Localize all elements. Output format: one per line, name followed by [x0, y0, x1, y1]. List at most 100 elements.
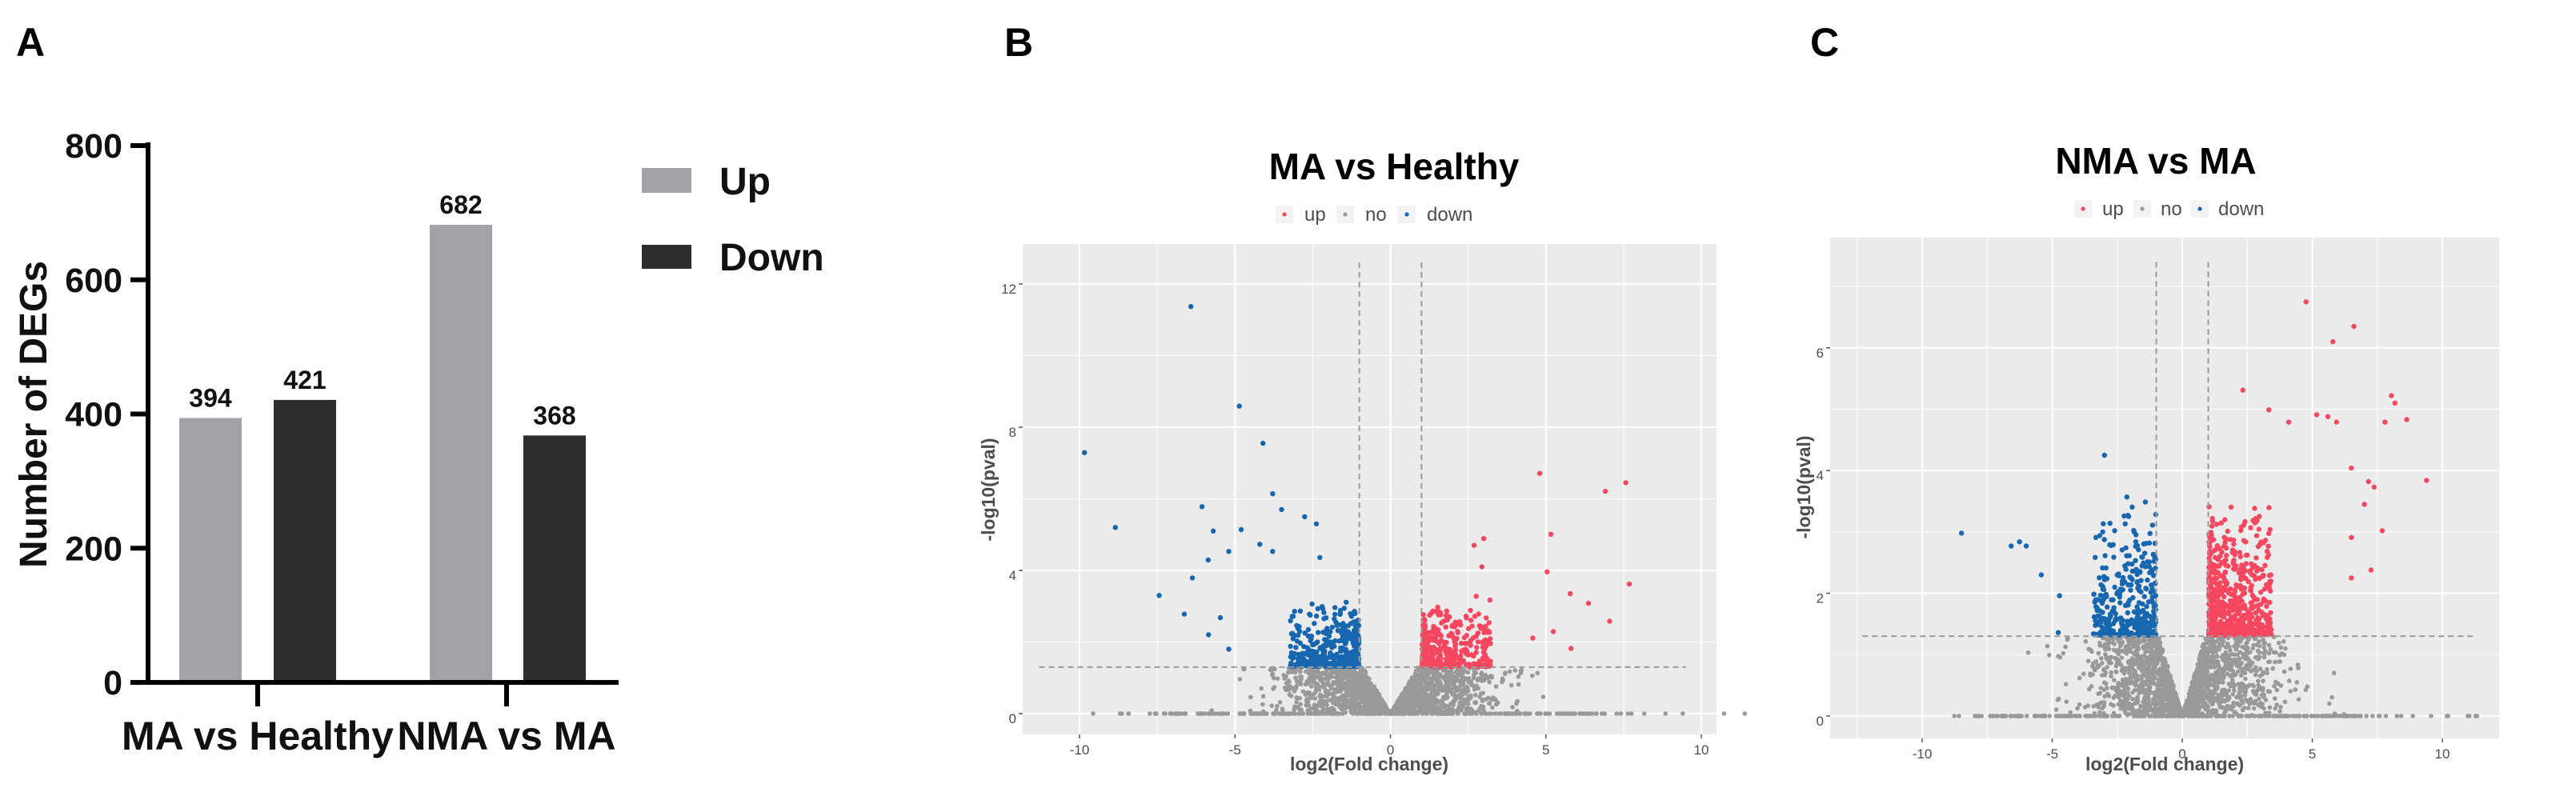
legend: up no down — [2074, 198, 2264, 220]
point-no — [2261, 670, 2266, 675]
point-no — [1307, 670, 1312, 676]
point-no — [1336, 711, 1342, 716]
point-down — [1314, 660, 1320, 666]
point-no — [2198, 704, 2203, 710]
point-no — [1360, 697, 1364, 702]
point-no — [2142, 666, 2148, 671]
point-no — [2125, 712, 2129, 718]
point-no — [2232, 643, 2237, 649]
point-no — [2151, 668, 2156, 674]
point-no — [2156, 709, 2161, 714]
legend-label-no: no — [1365, 204, 1387, 226]
point-no — [2296, 697, 2302, 702]
point-no — [1342, 669, 1347, 674]
point-no — [1309, 695, 1314, 701]
point-no — [1285, 711, 1291, 716]
point-no — [1476, 708, 1481, 713]
point-no — [1424, 711, 1428, 716]
point-no — [1306, 703, 1312, 708]
point-no — [2193, 669, 2199, 674]
point-no — [1663, 711, 1668, 716]
point-no — [2230, 678, 2235, 683]
point-no — [2225, 641, 2230, 646]
point-down — [1353, 644, 1359, 650]
point-no — [1475, 678, 1480, 683]
point-no — [2120, 640, 2125, 645]
point-no — [1148, 711, 1152, 716]
point-down — [1257, 542, 1263, 547]
point-no — [2242, 692, 2248, 698]
point-down — [1292, 609, 1297, 614]
point-up — [1483, 623, 1488, 630]
point-no — [1492, 711, 1497, 716]
point-no — [1402, 711, 1408, 716]
point-down — [1205, 557, 1212, 563]
point-no — [2214, 654, 2220, 659]
point-down — [1352, 610, 1358, 617]
point-no — [2219, 638, 2225, 643]
point-no — [2157, 688, 2161, 693]
point-no — [2133, 658, 2137, 662]
point-no — [2394, 714, 2399, 718]
point-no — [1681, 711, 1685, 716]
plot-title: NMA vs MA — [2055, 140, 2256, 182]
point-down — [1312, 621, 1317, 626]
plot-title: MA vs Healthy — [1269, 146, 1520, 187]
point-no — [1535, 670, 1540, 676]
point-down — [1226, 646, 1232, 652]
point-no — [1472, 693, 1478, 698]
point-no — [2129, 662, 2134, 667]
point-down — [1188, 304, 1194, 310]
point-up — [1585, 601, 1592, 606]
point-no — [1308, 684, 1314, 689]
point-no — [2288, 689, 2294, 694]
point-down — [1302, 514, 1308, 520]
point-up — [1481, 630, 1487, 635]
point-no — [2190, 699, 2195, 704]
point-no — [1304, 690, 1310, 695]
point-no — [2201, 696, 2206, 702]
point-up — [1485, 638, 1491, 645]
point-down — [1156, 593, 1162, 598]
point-no — [2276, 640, 2282, 646]
point-no — [1602, 711, 1607, 716]
y-tick-label: 600 — [65, 262, 122, 300]
point-up — [1423, 662, 1428, 667]
point-up — [1623, 480, 1629, 486]
point-no — [1462, 711, 1467, 716]
point-down — [1308, 612, 1313, 618]
point-no — [1309, 676, 1315, 681]
point-no — [1564, 711, 1570, 716]
point-up — [1480, 644, 1486, 650]
point-no — [2045, 643, 2050, 649]
legend-label-down: down — [1427, 204, 1472, 226]
point-no — [1392, 703, 1398, 709]
point-down — [1342, 633, 1348, 639]
x-axis-label: log2(Fold change) — [1290, 754, 1448, 774]
point-no — [1260, 702, 1265, 707]
point-no — [1322, 685, 1327, 690]
point-no — [2113, 670, 2119, 674]
point-no — [2147, 657, 2152, 662]
point-no — [2068, 714, 2073, 718]
point-no — [2282, 669, 2287, 674]
point-no — [1368, 691, 1372, 697]
point-no — [1507, 669, 1512, 674]
point-no — [2088, 671, 2093, 676]
point-up — [1607, 618, 1613, 624]
point-no — [2238, 673, 2244, 678]
legend-dot-no — [1343, 212, 1348, 217]
point-up — [1443, 624, 1448, 630]
point-no — [2085, 703, 2090, 708]
point-no — [1519, 667, 1524, 673]
point-no — [1398, 695, 1403, 700]
point-no — [1502, 671, 1508, 677]
y-tick-label: 6 — [1817, 346, 1824, 361]
point-no — [1361, 676, 1367, 682]
point-no — [2383, 714, 2389, 718]
point-no — [2120, 678, 2125, 682]
point-no — [1324, 702, 1329, 707]
point-no — [2262, 641, 2266, 646]
point-no — [2248, 697, 2253, 702]
point-down — [1348, 611, 1353, 617]
